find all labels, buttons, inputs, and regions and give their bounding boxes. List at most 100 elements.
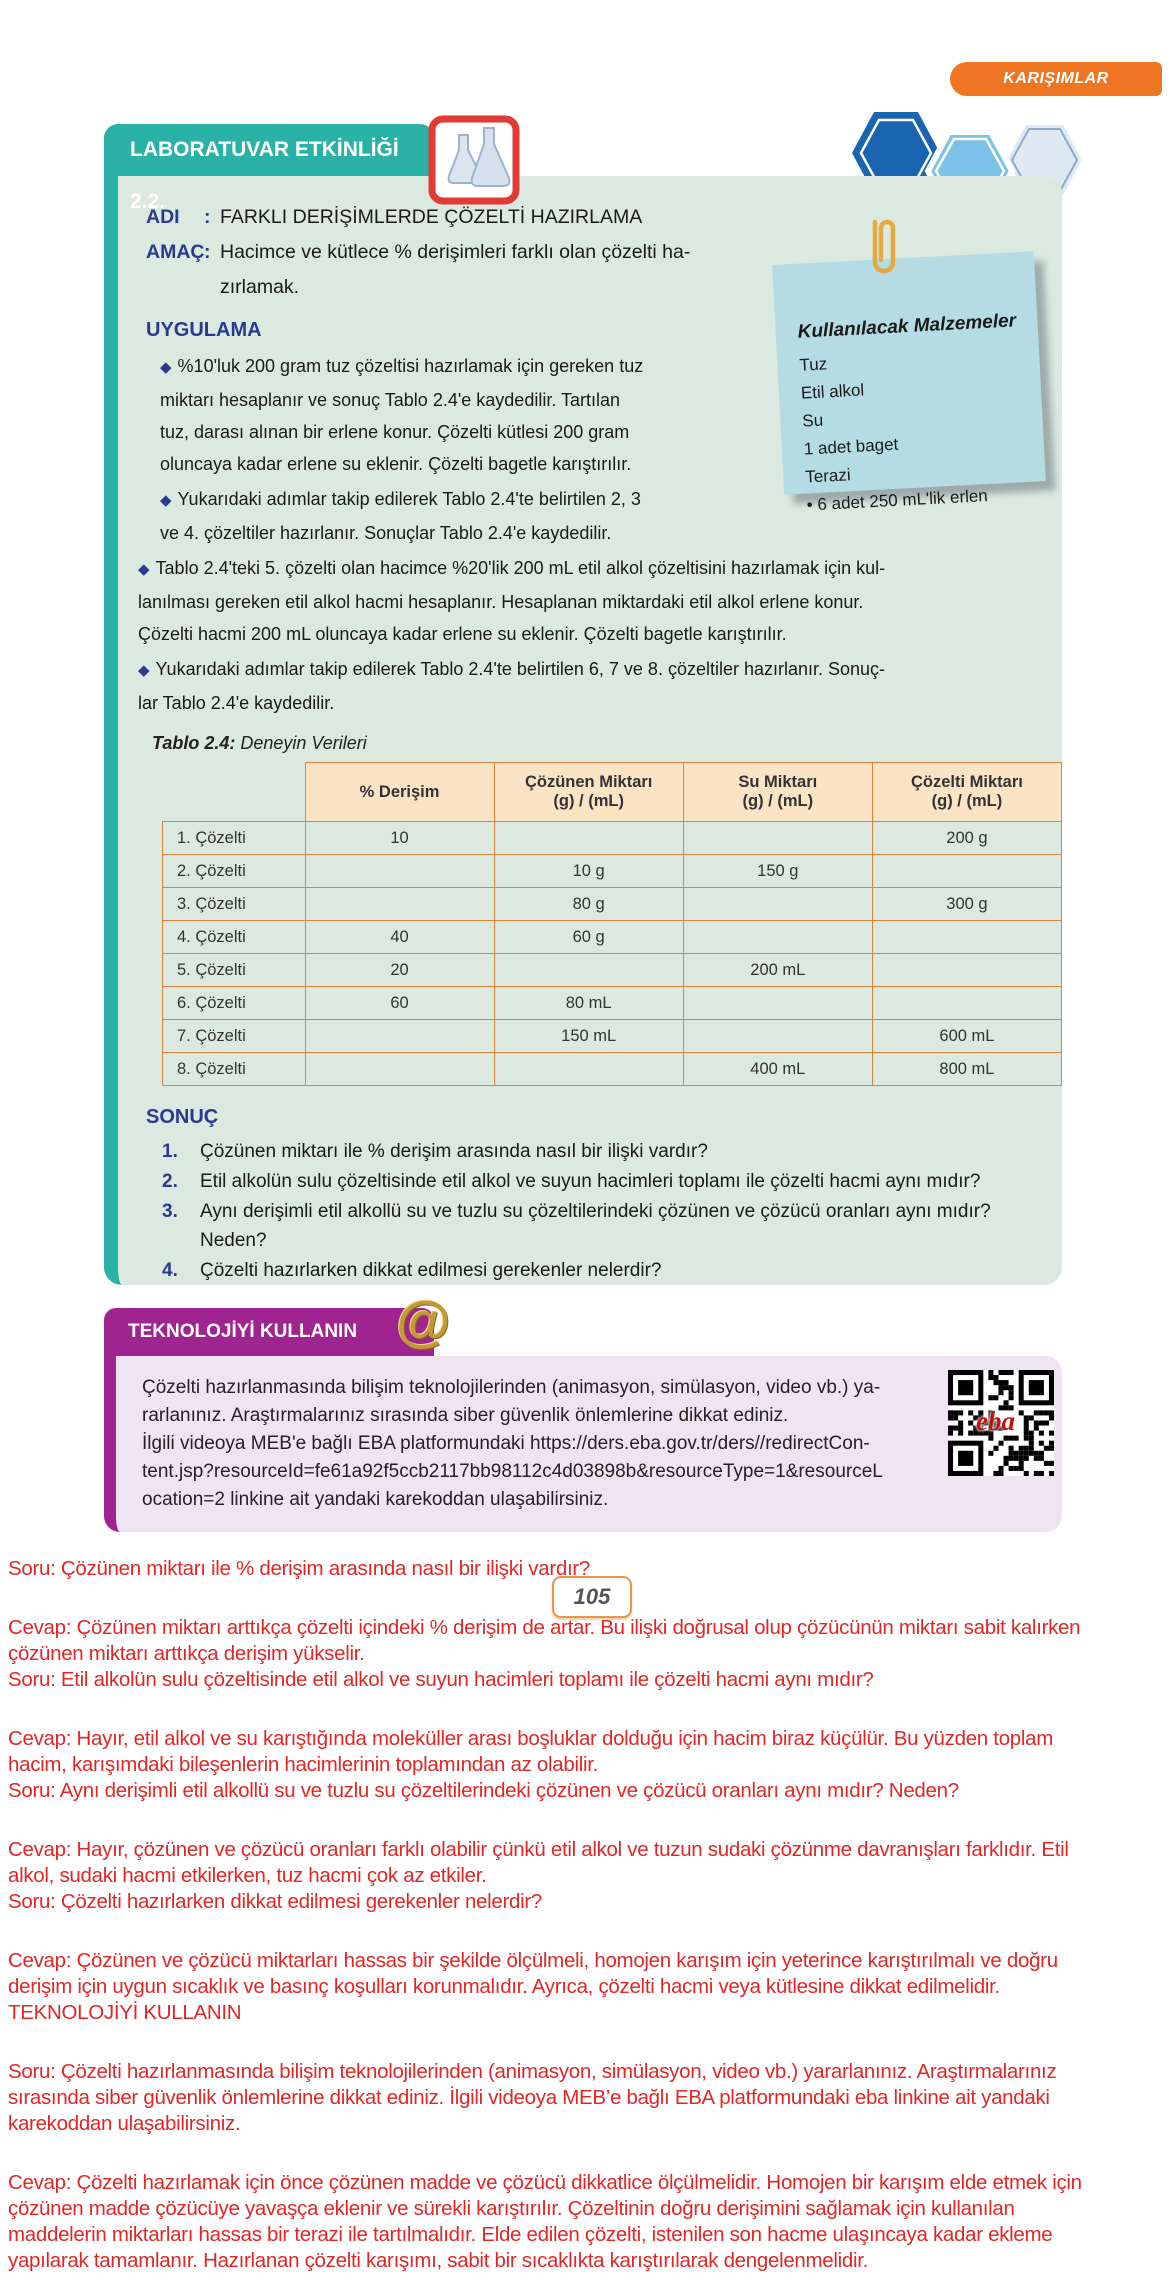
table-cell: 150 g (682, 854, 873, 888)
table-row: 1. Çözelti 10 200 g (162, 821, 1062, 855)
tech-body: Çözelti hazırlanmasında bilişim teknoloj… (104, 1356, 1062, 1532)
handwritten-answer: Cevap: Çözelti hazırlamak için önce çözü… (8, 2171, 1082, 2272)
bullet-diamond: ◆ (160, 359, 172, 376)
table-caption: Tablo 2.4: Deneyin Verileri (152, 733, 1042, 754)
amac-separator: : (204, 241, 211, 263)
table-cell: 80 mL (493, 986, 684, 1020)
table-corner (163, 763, 306, 822)
table-cell: 20 (304, 953, 495, 987)
table-cell: 800 mL (871, 1052, 1062, 1086)
row-label: 5. Çözelti (162, 953, 306, 987)
handwritten-question: Soru: Etil alkolün sulu çözeltisinde eti… (8, 1668, 874, 1691)
table-cell (304, 854, 495, 888)
question-text: Etil alkolün sulu çözeltisinde etil alko… (200, 1171, 981, 1192)
table-cell: 10 g (493, 854, 684, 888)
table-cell: 400 mL (682, 1052, 873, 1086)
conclusion-question: 2. Etil alkolün sulu çözeltisinde etil al… (162, 1167, 1042, 1196)
handwritten-answer: Cevap: Çözünen miktarı arttıkça çözelti … (8, 1616, 1081, 1665)
uygulama-title: UYGULAMA (146, 319, 262, 341)
page-number: 105 (552, 1576, 632, 1618)
procedure-step: ◆ %10'luk 200 gram tuz çözeltisi hazırlam… (160, 350, 1042, 480)
adi-separator: : (204, 206, 211, 228)
table-cell: 600 mL (871, 1019, 1062, 1053)
procedure-list: ◆ %10'luk 200 gram tuz çözeltisi hazırlam… (138, 350, 1042, 719)
table-row: 6. Çözelti 60 80 mL (162, 986, 1062, 1020)
row-label: 3. Çözelti (162, 887, 306, 921)
table-cell (493, 1052, 684, 1086)
conclusion-question: 4. Çözelti hazırlarken dikkat edilmesi ge… (162, 1256, 1042, 1285)
table-caption-number: Tablo 2.4: (152, 733, 236, 753)
table-cell: 60 (304, 986, 495, 1020)
row-label: 4. Çözelti (162, 920, 306, 954)
handwritten-label: TEKNOLOJİYİ KULLANIN (8, 2001, 242, 2024)
row-label: 7. Çözelti (162, 1019, 306, 1053)
tech-text: Çözelti hazırlanmasında bilişim teknoloj… (142, 1377, 883, 1510)
table-cell (304, 887, 495, 921)
table-cell (871, 953, 1062, 987)
sonuc-title: SONUÇ (146, 1106, 219, 1128)
table-cell (493, 821, 684, 855)
table-caption-text: Deneyin Verileri (240, 733, 367, 753)
amac-label: AMAÇ (146, 241, 205, 263)
lab-activity-body: ADI : FARKLI DERİŞİMLERDE ÇÖZELTİ HAZIRL… (104, 176, 1062, 1285)
table-row: 4. Çözelti 40 60 g (162, 920, 1062, 954)
lab-activity-box: LABORATUVAR ETKİNLİĞİ 2.2. ADI : FARKLI … (104, 115, 1062, 1285)
table-cell: 40 (304, 920, 495, 954)
procedure-step: ◆ Yukarıdaki adımlar takip edilerek Tablo… (160, 483, 1042, 549)
table-cell (304, 1019, 495, 1053)
question-text: Çözünen miktarı ile % derişim arasında n… (200, 1141, 708, 1162)
handwritten-answer: Cevap: Hayır, etil alkol ve su karıştığı… (8, 1727, 1054, 1776)
row-label: 6. Çözelti (162, 986, 306, 1020)
procedure-step: ◆ Tablo 2.4'teki 5. çözelti olan hacimce … (138, 552, 1042, 650)
materials-list: Tuz Etil alkol Su 1 adet baget Terazi • 6 ade… (799, 340, 1033, 520)
handwritten-question: Soru: Çözelti hazırlanmasında bilişim te… (8, 2060, 1057, 2135)
paperclip-icon (872, 219, 896, 274)
adi-label: ADI (146, 200, 204, 235)
amac-value: Hacimce ve kütlece % derişimleri farklı … (220, 241, 691, 298)
table-header-row: % Derişim Çözünen Miktarı (g) / (mL) Su Mi… (163, 762, 1062, 822)
flask-icon (428, 115, 520, 210)
table-cell: 200 mL (682, 953, 873, 987)
answers-overlay: Soru: Çözünen miktarı ile % derişim aras… (8, 1556, 1170, 2274)
table-cell: 150 mL (493, 1019, 684, 1053)
conclusion-question: 1. Çözünen miktarı ile % derişim arasında… (162, 1137, 1042, 1166)
table-cell (682, 1019, 873, 1053)
handwritten-question: Soru: Aynı derişimli etil alkollü su ve … (8, 1779, 959, 1802)
eba-logo: eba (976, 1406, 1015, 1436)
question-number: 3. (162, 1201, 178, 1222)
table-row: 7. Çözelti 150 mL 600 mL (162, 1019, 1062, 1053)
table-row: 2. Çözelti 10 g 150 g (162, 854, 1062, 888)
question-number: 4. (162, 1260, 178, 1281)
table-header: Çözünen Miktarı (g) / (mL) (493, 762, 684, 822)
tech-title: TEKNOLOJİYİ KULLANIN (104, 1308, 434, 1356)
adi-value: FARKLI DERİŞİMLERDE ÇÖZELTİ HAZIRLAMA (220, 206, 643, 228)
bullet-diamond: ◆ (138, 561, 150, 578)
table-cell: 80 g (493, 887, 684, 921)
table-row: 5. Çözelti 20 200 mL (162, 953, 1062, 987)
question-text: Aynı derişimli etil alkollü su ve tuzlu … (200, 1201, 991, 1251)
table-cell (871, 854, 1062, 888)
bullet-diamond: ◆ (138, 662, 150, 679)
table-cell: 60 g (493, 920, 684, 954)
table-header: Çözelti Miktarı (g) / (mL) (871, 762, 1062, 822)
at-icon: @ (396, 1289, 451, 1352)
handwritten-answer: Cevap: Hayır, çözünen ve çözücü oranları… (8, 1838, 1069, 1887)
chapter-banner: KARIŞIMLAR (950, 62, 1162, 96)
table-cell (493, 953, 684, 987)
lab-activity-title: LABORATUVAR ETKİNLİĞİ 2.2. (104, 124, 434, 213)
table-cell (682, 821, 873, 855)
question-text: Çözelti hazırlarken dikkat edilmesi gere… (200, 1260, 662, 1281)
conclusion-questions: 1. Çözünen miktarı ile % derişim arasında… (146, 1137, 1042, 1285)
table-cell (682, 887, 873, 921)
procedure-step-text: Yukarıdaki adımlar takip edilerek Tablo … (138, 659, 886, 713)
table-cell (682, 920, 873, 954)
conclusion-question: 3. Aynı derişimli etil alkollü su ve tuzl… (162, 1197, 1042, 1255)
table-cell (871, 920, 1062, 954)
bullet-diamond: ◆ (160, 492, 172, 509)
table-row: 3. Çözelti 80 g 300 g (162, 887, 1062, 921)
question-number: 1. (162, 1141, 178, 1162)
table-header: % Derişim (304, 762, 495, 822)
materials-title: Kullanılacak Malzemeler (797, 310, 1017, 343)
table-cell (304, 1052, 495, 1086)
